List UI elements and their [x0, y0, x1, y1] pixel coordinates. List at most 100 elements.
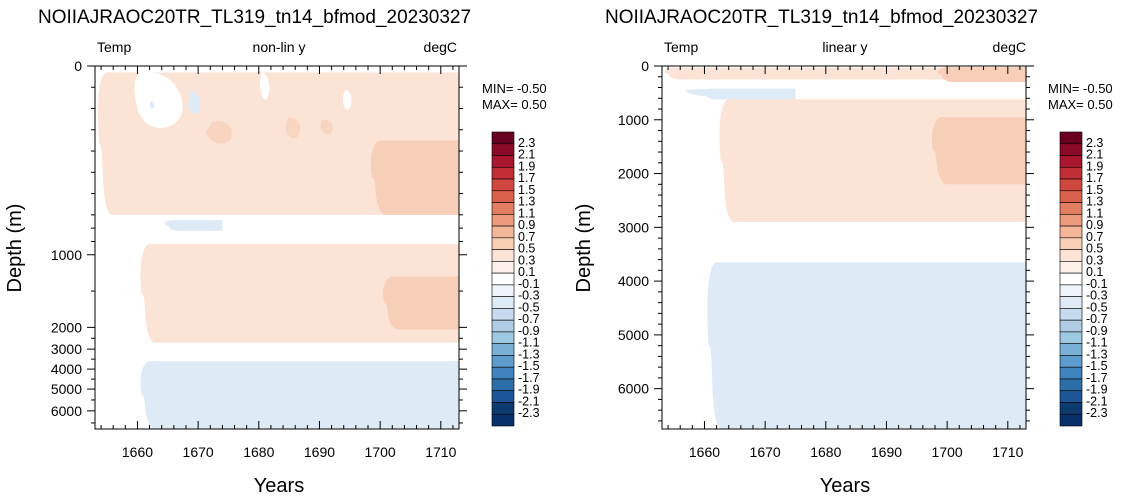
- colorbar-label: 2.3: [1086, 136, 1103, 150]
- colorbar-swatch: [1059, 202, 1083, 215]
- colorbar-label: -0.1: [1086, 277, 1108, 291]
- y-tick-label: 4000: [618, 273, 649, 289]
- right-panel-center-string: linear y: [822, 39, 867, 55]
- colorbar-label: -1.1: [518, 336, 540, 350]
- colorbar-swatch: [491, 390, 515, 403]
- x-tick-label: 1700: [365, 444, 396, 460]
- colorbar-swatch: [1059, 225, 1083, 239]
- left-red-patch-2: [285, 117, 301, 139]
- x-tick-label: 1710: [425, 444, 456, 460]
- right-panel: NOIIAJRAOC20TR_TL319_tn14_bfmod_20230327…: [573, 7, 1113, 497]
- colorbar-swatch: [1059, 308, 1083, 321]
- colorbar-swatch: [1059, 261, 1083, 274]
- colorbar-swatch: [1059, 366, 1083, 380]
- anomaly-region-0: [664, 67, 1026, 80]
- y-tick-label: 0: [74, 58, 82, 74]
- colorbar-label: -2.1: [1086, 394, 1108, 408]
- colorbar-swatch: [1059, 413, 1083, 427]
- x-tick-label: 1690: [304, 444, 335, 460]
- left-plot-frame: [94, 65, 460, 430]
- colorbar-swatch: [491, 261, 515, 274]
- x-tick-label: 1690: [871, 444, 902, 460]
- colorbar-label: -1.9: [518, 383, 540, 397]
- colorbar-swatch: [491, 308, 515, 321]
- colorbar-swatch: [1059, 331, 1083, 344]
- left-panel-title: NOIIAJRAOC20TR_TL319_tn14_bfmod_20230327: [38, 7, 471, 28]
- colorbar-swatch: [491, 166, 515, 180]
- colorbar-label: -1.3: [1086, 347, 1108, 361]
- left-colorbar: 2.32.11.91.71.51.31.10.90.70.50.30.1-0.1…: [491, 131, 540, 427]
- colorbar-label: 1.3: [518, 195, 535, 209]
- colorbar-label: 0.1: [1086, 265, 1103, 279]
- colorbar-label: 0.3: [518, 253, 535, 267]
- left-surface-white-blob: [134, 71, 183, 129]
- colorbar-swatch: [491, 355, 515, 368]
- colorbar-label: -0.5: [518, 300, 540, 314]
- colorbar-swatch: [491, 225, 515, 239]
- colorbar-label: 0.9: [1086, 218, 1103, 232]
- x-tick-label: 1700: [932, 444, 963, 460]
- y-tick-label: 1000: [618, 112, 649, 128]
- y-tick-label: 2000: [51, 319, 82, 335]
- left-red-patch-1: [206, 121, 232, 144]
- right-max-label: MAX= 0.50: [1048, 97, 1113, 112]
- left-field-details: [134, 71, 352, 144]
- y-tick-label: 1000: [51, 247, 82, 263]
- right-panel-right-string: degC: [993, 39, 1026, 55]
- colorbar-swatch: [491, 366, 515, 380]
- colorbar-swatch: [491, 143, 515, 156]
- x-tick-label: 1670: [183, 444, 214, 460]
- left-anomaly-field: [97, 72, 459, 429]
- right-anomaly-field: [664, 67, 1026, 429]
- colorbar-label: 1.1: [1086, 206, 1103, 220]
- right-field-details: [686, 88, 761, 98]
- colorbar-label: -0.3: [518, 289, 540, 303]
- right-surface-blue-strip: [686, 88, 761, 98]
- colorbar-swatch: [491, 190, 515, 203]
- colorbar-label: 0.3: [1086, 253, 1103, 267]
- colorbar-label: 1.9: [1086, 159, 1103, 173]
- x-tick-label: 1680: [243, 444, 274, 460]
- left-panel-right-string: degC: [424, 39, 457, 55]
- colorbar-swatch: [491, 214, 515, 227]
- colorbar-swatch: [1059, 155, 1083, 168]
- colorbar-swatch: [1059, 237, 1083, 250]
- right-colorbar: 2.32.11.91.71.51.31.10.90.70.50.30.1-0.1…: [1059, 131, 1108, 427]
- y-tick-label: 4000: [51, 361, 82, 377]
- anomaly-region-4: [931, 117, 1026, 185]
- colorbar-label: 2.1: [1086, 148, 1103, 162]
- y-tick-label: 3000: [51, 341, 82, 357]
- left-red-patch-3: [320, 119, 333, 135]
- colorbar-label: -0.3: [1086, 289, 1108, 303]
- colorbar-swatch: [491, 284, 515, 297]
- left-white-hole-1: [259, 72, 270, 100]
- colorbar-label: 2.1: [518, 148, 535, 162]
- colorbar-swatch: [1059, 390, 1083, 403]
- colorbar-swatch: [491, 343, 515, 356]
- colorbar-label: 0.1: [518, 265, 535, 279]
- left-panel-center-string: non-lin y: [253, 39, 306, 55]
- colorbar-swatch: [491, 413, 515, 427]
- colorbar-swatch: [491, 296, 515, 309]
- colorbar-label: 1.1: [518, 206, 535, 220]
- colorbar-label: 1.7: [518, 171, 535, 185]
- colorbar-swatch: [1059, 296, 1083, 309]
- y-tick-label: 5000: [618, 327, 649, 343]
- colorbar-label: 1.7: [1086, 171, 1103, 185]
- colorbar-swatch: [1059, 214, 1083, 227]
- colorbar-swatch: [1059, 178, 1083, 192]
- colorbar-label: -2.3: [1086, 406, 1108, 420]
- right-min-label: MIN= -0.50: [1048, 81, 1113, 96]
- right-y-axis-label: Depth (m): [573, 204, 595, 293]
- colorbar-label: -0.7: [1086, 312, 1108, 326]
- colorbar-label: 0.7: [518, 230, 535, 244]
- left-panel-left-string: Temp: [97, 39, 131, 55]
- right-x-axis-label: Years: [820, 475, 870, 497]
- colorbar-swatch: [1059, 190, 1083, 203]
- colorbar-swatch: [491, 319, 515, 333]
- colorbar-label: 0.5: [1086, 242, 1103, 256]
- x-tick-label: 1710: [992, 444, 1023, 460]
- colorbar-label: -2.1: [518, 394, 540, 408]
- right-plot-area: 1660 1670 1680 1690 1700 1710 0 1000 2000 3000 400…: [618, 58, 1034, 460]
